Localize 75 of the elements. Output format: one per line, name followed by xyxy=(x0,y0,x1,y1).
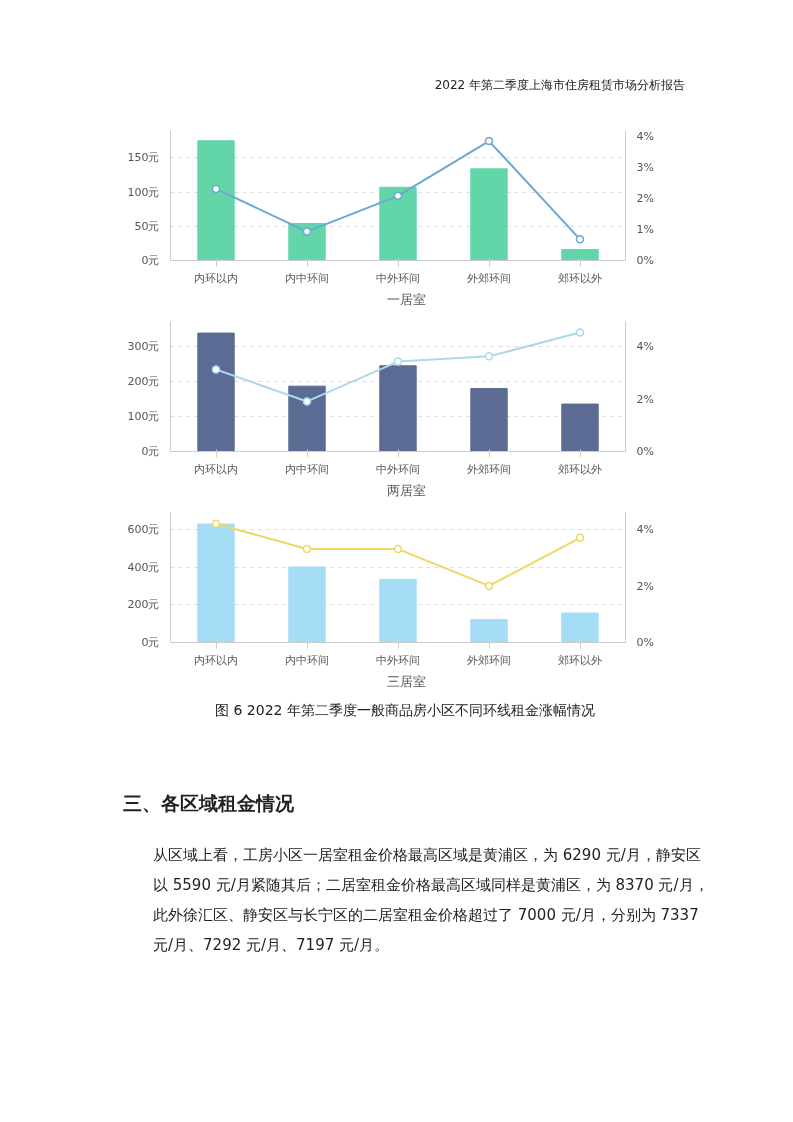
x-tick-label: 中外环间 xyxy=(376,462,420,476)
point xyxy=(302,227,312,236)
bar xyxy=(197,140,235,261)
y-tick-label: 150元 xyxy=(127,151,160,165)
bar xyxy=(288,566,326,643)
y-tick-label: 100元 xyxy=(127,409,160,423)
point xyxy=(211,519,221,528)
x-tick-label: 内环以内 xyxy=(194,653,238,667)
point xyxy=(484,136,494,146)
x-tick-label: 外郊环间 xyxy=(467,271,511,285)
bar xyxy=(197,523,235,643)
x-tick-label: 郊环以外 xyxy=(558,462,602,476)
text: 三、各区域租金情况 xyxy=(123,791,294,816)
bar xyxy=(470,168,508,261)
y2-tick-label: 2% xyxy=(636,392,654,406)
x-tick-label: 郊环以外 xyxy=(558,653,602,667)
point xyxy=(393,544,403,554)
x-tick-label: 外郊环间 xyxy=(467,462,511,476)
x-tick-label: 内环以内 xyxy=(194,271,238,285)
point xyxy=(393,357,403,366)
point xyxy=(302,544,312,554)
bar xyxy=(561,249,599,261)
y2-tick-label: 4% xyxy=(636,340,654,354)
bar xyxy=(470,388,508,452)
y-tick-label: 0元 xyxy=(141,254,160,267)
x-tick-label: 内环以内 xyxy=(194,462,238,476)
y-tick-label: 600元 xyxy=(127,522,160,536)
bar xyxy=(379,365,417,452)
text: 2022 年第二季度上海市住房租赁市场分析报告 xyxy=(434,77,685,94)
point xyxy=(211,184,221,194)
y2-tick-label: 2% xyxy=(636,579,654,593)
text: 一居室 xyxy=(386,291,426,309)
y-tick-label: 200元 xyxy=(127,598,160,612)
bar xyxy=(561,612,599,643)
bar xyxy=(470,619,508,643)
y2-tick-label: 0% xyxy=(636,254,654,267)
y2-tick-label: 4% xyxy=(636,523,654,537)
point xyxy=(211,365,221,374)
x-tick-label: 外郊环间 xyxy=(467,653,511,667)
bar xyxy=(379,186,417,261)
y-tick-label: 0元 xyxy=(141,445,160,458)
x-tick-label: 内中环间 xyxy=(285,462,329,476)
bar xyxy=(288,385,326,452)
y-tick-label: 0元 xyxy=(141,636,160,649)
text: 两居室 xyxy=(386,482,426,500)
point xyxy=(484,581,494,591)
bar xyxy=(561,403,599,452)
y-tick-label: 400元 xyxy=(127,560,160,574)
y-tick-label: 100元 xyxy=(127,185,160,199)
y2-tick-label: 4% xyxy=(636,129,654,143)
y2-tick-label: 1% xyxy=(636,222,654,236)
point xyxy=(575,328,585,337)
point xyxy=(302,397,312,406)
point xyxy=(575,235,585,244)
point xyxy=(393,191,403,201)
y2-tick-label: 3% xyxy=(636,160,654,174)
text: 三居室 xyxy=(386,673,426,691)
point xyxy=(575,533,585,543)
x-tick-label: 内中环间 xyxy=(285,653,329,667)
y-tick-label: 200元 xyxy=(127,374,160,388)
y2-tick-label: 0% xyxy=(636,445,654,458)
bar xyxy=(197,332,235,452)
bar xyxy=(288,223,326,261)
x-tick-label: 郊环以外 xyxy=(558,271,602,285)
caption: 图 6 2022 年第二季度一般商品房小区不同环线租金涨幅情况 xyxy=(215,701,595,720)
y-tick-label: 300元 xyxy=(127,339,160,353)
x-tick-label: 中外环间 xyxy=(376,271,420,285)
y-tick-label: 50元 xyxy=(134,219,160,233)
bar xyxy=(379,578,417,643)
y2-tick-label: 2% xyxy=(636,191,654,205)
x-tick-label: 内中环间 xyxy=(285,271,329,285)
x-tick-label: 中外环间 xyxy=(376,653,420,667)
point xyxy=(484,352,494,361)
text: 从区域上看，工房小区一居室租金价格最高区域是黄浦区，为 6290 元/月，静安区以 5590 元/月紧随其后；二居室租金价格最高区域同样是黄浦区，为 8370 元/月，此外徐汇区、静安区与长宁区的二居室租金价格超过了 7000 元/月，分别为 7337 元/月、7292 元/月、7197 元/月。 xyxy=(153,845,710,956)
y2-tick-label: 0% xyxy=(636,636,654,649)
